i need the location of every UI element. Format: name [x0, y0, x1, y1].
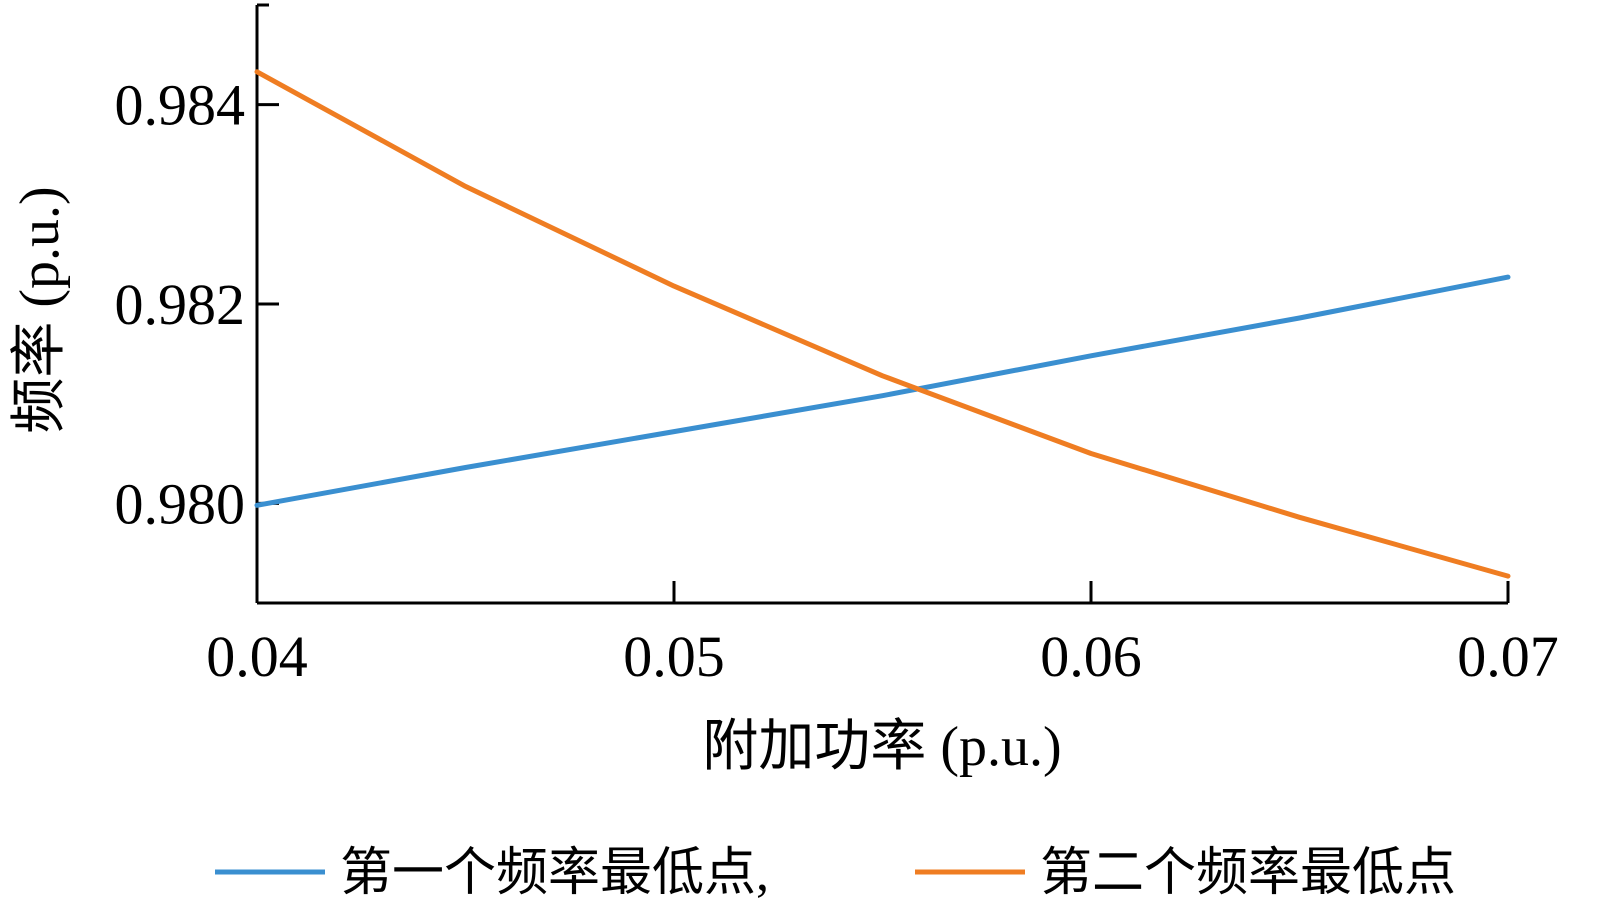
y-tick-label: 0.980 [115, 471, 246, 536]
legend-label-1: 第一个频率最低点, [340, 845, 769, 902]
x-axis-label: 附加功率 (p.u.) [702, 716, 1061, 778]
x-tick-label: 0.06 [1040, 624, 1142, 689]
series-line-2 [254, 69, 1511, 579]
legend: 第一个频率最低点, 第二个频率最低点 [215, 845, 1456, 902]
series-layer [254, 69, 1511, 579]
y-tick-label: 0.984 [115, 73, 246, 138]
x-tick-label: 0.05 [623, 624, 725, 689]
x-tick-label: 0.07 [1457, 624, 1559, 689]
x-tick-label: 0.04 [206, 624, 308, 689]
axes: 0.04 0.05 0.06 0.07 0.980 0.982 0.984 [115, 3, 1559, 689]
series-line-1 [254, 274, 1511, 508]
y-axis-label: 频率 (p.u.) [9, 186, 71, 433]
y-tick-label: 0.982 [115, 272, 246, 337]
legend-label-2: 第二个频率最低点 [1040, 845, 1456, 902]
